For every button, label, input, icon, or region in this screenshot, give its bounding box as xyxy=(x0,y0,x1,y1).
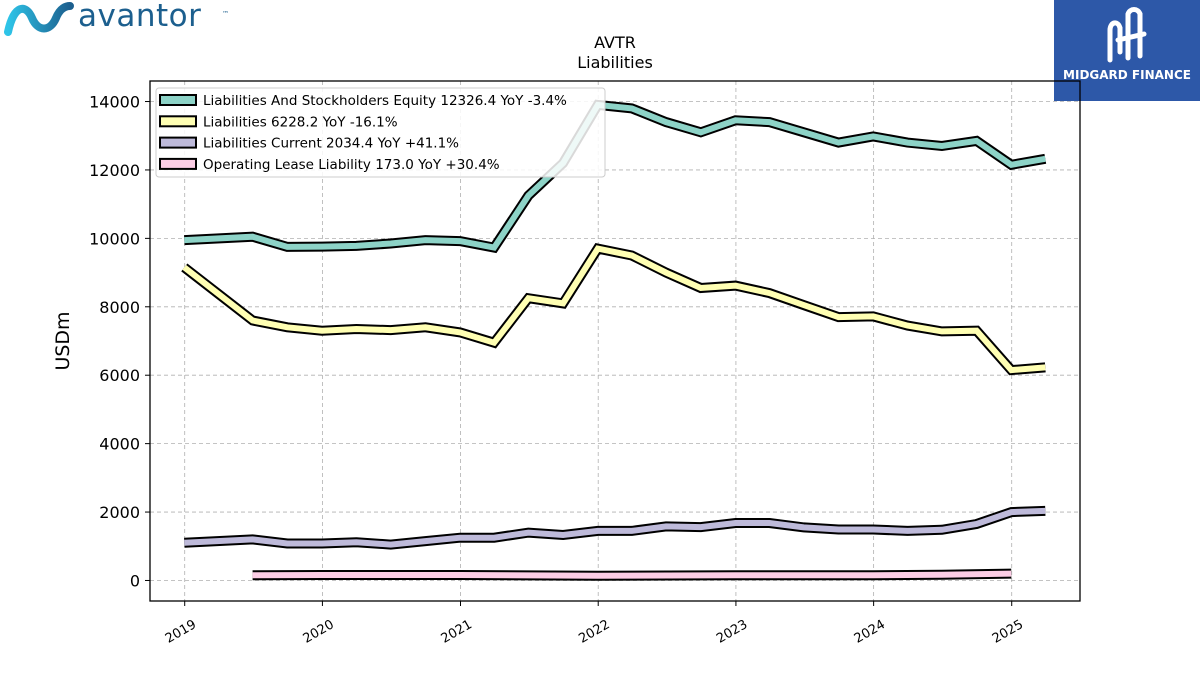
legend: Liabilities And Stockholders Equity 1232… xyxy=(155,87,606,178)
avantor-logo-text: avantor xyxy=(78,0,202,34)
x-tick-label: 2019 xyxy=(163,617,199,647)
y-tick-label: 0 xyxy=(130,571,140,590)
series-current xyxy=(184,505,1046,550)
series-equity xyxy=(184,99,1047,254)
series-lease xyxy=(252,568,1012,581)
y-tick-label: 14000 xyxy=(89,93,140,112)
x-tick-label: 2021 xyxy=(439,617,475,647)
x-tick-label: 2022 xyxy=(576,617,612,647)
x-axis-ticks: 2019 2020 2021 2022 2023 2024 2025 xyxy=(163,601,1026,647)
y-axis-label: USDm xyxy=(52,311,74,370)
y-tick-label: 8000 xyxy=(99,298,140,317)
avantor-logo: avantor ™ xyxy=(4,0,244,38)
series-layer xyxy=(181,99,1047,581)
midgard-logo-text: MIDGARD FINANCE xyxy=(1063,68,1191,82)
series-line xyxy=(184,507,1046,548)
avantor-logo-tm: ™ xyxy=(222,10,229,18)
legend-label: Operating Lease Liability 173.0 YoY +30.… xyxy=(203,157,500,173)
series-line xyxy=(252,570,1012,579)
x-tick-label: 2024 xyxy=(852,617,888,647)
y-tick-label: 12000 xyxy=(89,161,140,180)
chart-subtitle: Liabilities xyxy=(577,53,653,72)
legend-swatch xyxy=(159,136,197,149)
midgard-finance-logo: MIDGARD FINANCE xyxy=(1054,0,1200,101)
y-tick-label: 6000 xyxy=(99,366,140,385)
series-line xyxy=(182,245,1046,374)
y-tick-label: 4000 xyxy=(99,435,140,454)
legend-label: Liabilities Current 2034.4 YoY +41.1% xyxy=(203,136,459,152)
midgard-logo-icon xyxy=(1107,7,1147,63)
legend-swatch xyxy=(159,94,197,106)
avantor-logo-icon xyxy=(4,2,74,36)
chart-title: AVTR xyxy=(594,33,636,52)
y-tick-label: 2000 xyxy=(99,503,140,522)
x-tick-label: 2020 xyxy=(301,617,337,647)
y-tick-label: 10000 xyxy=(89,229,140,248)
legend-label: Liabilities And Stockholders Equity 1232… xyxy=(203,93,567,109)
legend-swatch xyxy=(159,157,197,170)
series-line-outline xyxy=(181,243,1046,376)
legend-box xyxy=(155,87,606,178)
x-tick-label: 2023 xyxy=(714,617,750,647)
series-liabilities xyxy=(181,243,1046,376)
plot-frame xyxy=(149,80,1081,602)
series-line xyxy=(184,101,1046,251)
legend-swatch xyxy=(159,115,197,128)
y-axis-ticks: 0 2000 4000 6000 8000 10000 12000 14000 xyxy=(89,93,150,590)
x-tick-label: 2025 xyxy=(990,617,1026,647)
legend-label: Liabilities 6228.2 YoY -16.1% xyxy=(203,114,398,130)
